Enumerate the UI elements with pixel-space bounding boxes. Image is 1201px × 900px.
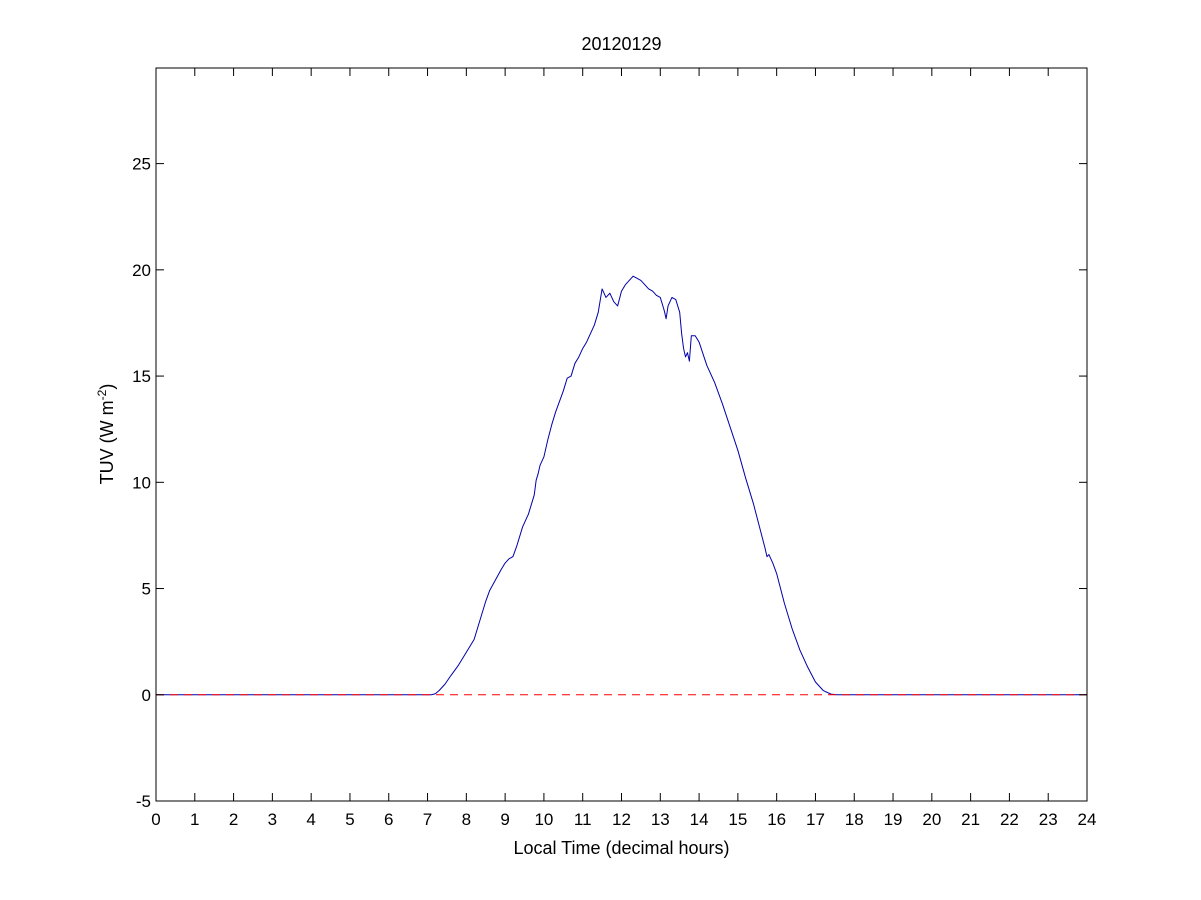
x-tick-label: 22 [1000,810,1019,829]
x-tick-label: 7 [423,810,432,829]
y-tick-label: -5 [136,792,151,811]
x-tick-label: 3 [268,810,277,829]
x-tick-label: 1 [190,810,199,829]
x-tick-label: 4 [306,810,315,829]
tuv-series-line [156,275,1087,696]
x-tick-label: 17 [806,810,825,829]
x-axis-label: Local Time (decimal hours) [513,838,729,858]
y-tick-label: 15 [132,367,151,386]
x-tick-label: 12 [612,810,631,829]
y-axis-label-suffix: ) [97,384,117,390]
y-axis-label-main: TUV (W m [97,400,117,484]
y-tick-label: 0 [142,686,151,705]
x-tick-label: 9 [500,810,509,829]
x-tick-label: 11 [574,810,592,829]
x-tick-label: 23 [1039,810,1058,829]
plot-area [156,68,1087,801]
x-tick-label: 19 [884,810,903,829]
series-layer [156,275,1087,696]
x-tick-label: 8 [462,810,471,829]
y-axis-label-superscript: -2 [95,389,109,400]
x-tick-label: 14 [690,810,709,829]
y-tick-label: 5 [142,580,151,599]
x-tick-label: 20 [922,810,941,829]
x-tick-label: 13 [651,810,670,829]
chart-title: 20120129 [581,34,661,54]
x-tick-label: 15 [728,810,747,829]
x-tick-label: 0 [151,810,160,829]
plot-frame [155,67,1088,802]
x-tick-label: 18 [845,810,864,829]
x-tick-label: 21 [961,810,980,829]
x-tick-label: 24 [1078,810,1097,829]
y-axis-label: TUV (W m-2) [95,384,117,485]
y-tick-label: 20 [132,261,151,280]
y-tick-label: 25 [132,155,151,174]
tick-layer: 0 1 2 3 4 5 6 7 8 9 10 11 12 13 14 15 16 17 18 19 20 21 22 23 24… [132,68,1096,829]
x-tick-label: 16 [767,810,786,829]
x-tick-label: 2 [229,810,238,829]
x-tick-label: 6 [384,810,393,829]
x-tick-label: 5 [345,810,354,829]
x-tick-label: 10 [534,810,553,829]
y-tick-label: 10 [132,473,151,492]
